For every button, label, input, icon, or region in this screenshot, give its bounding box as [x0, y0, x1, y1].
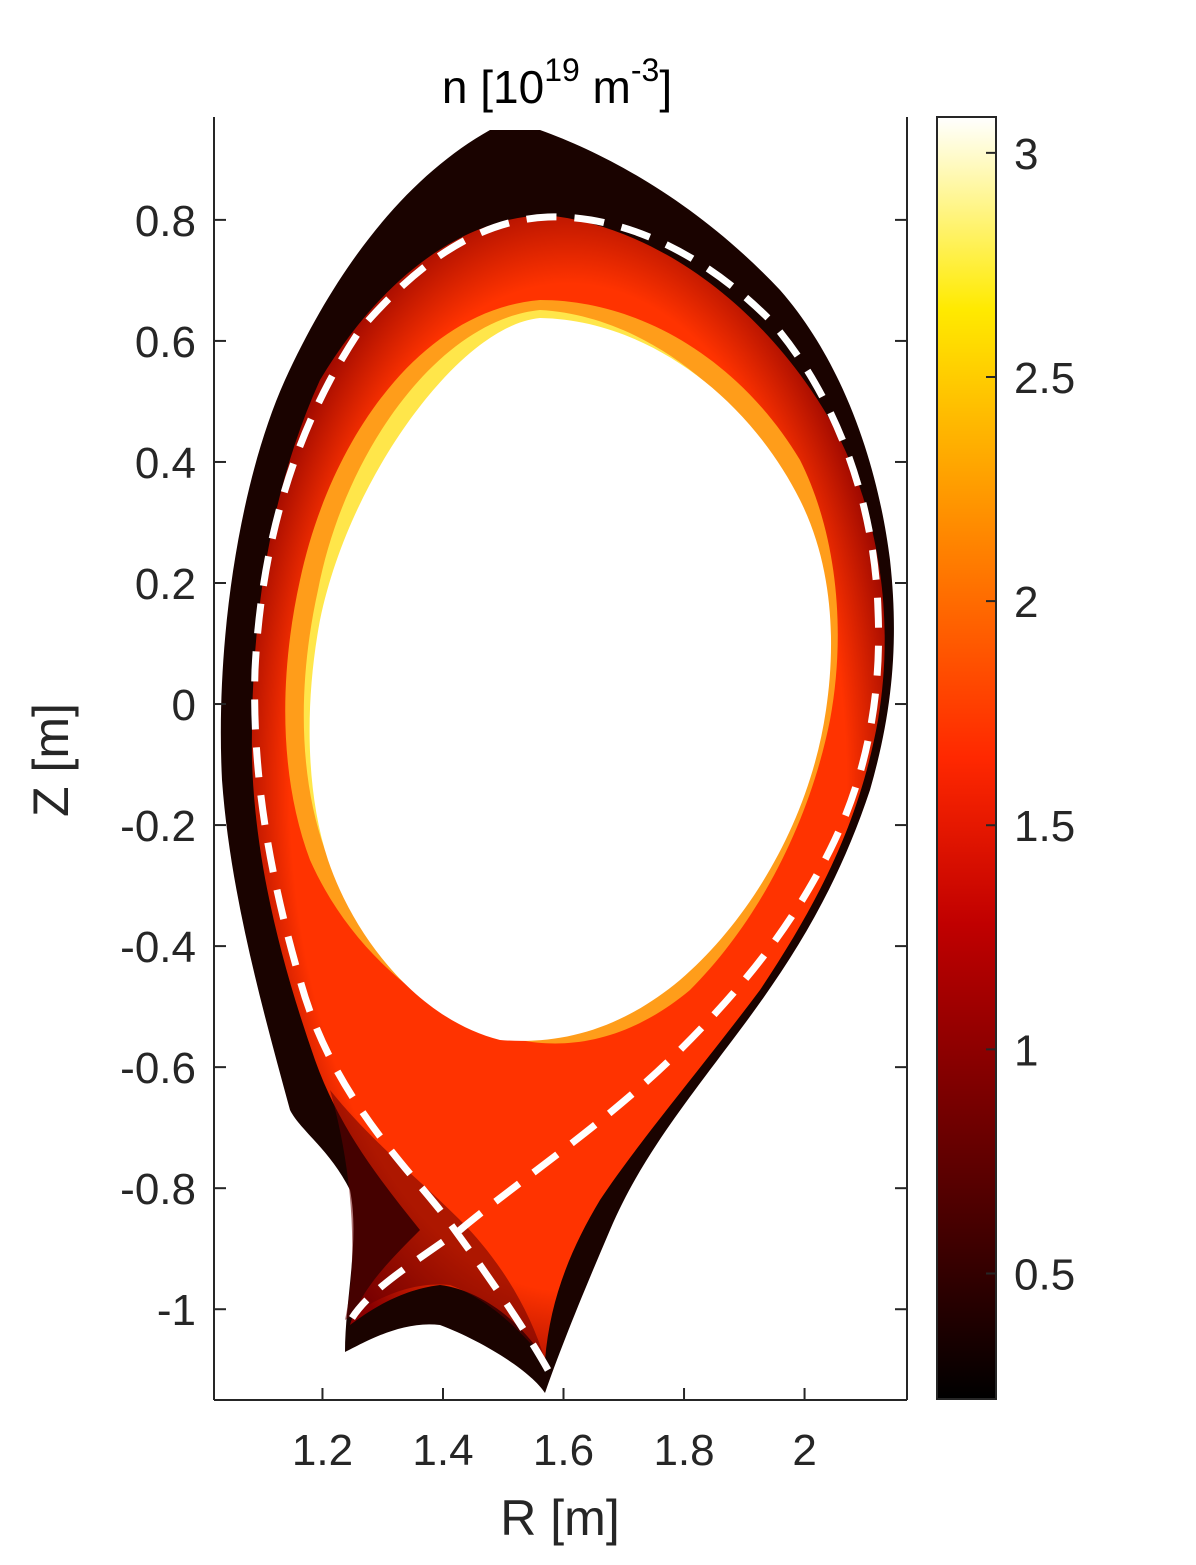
x-axis-ticks: 1.2 1.4 1.6 1.8 2 [292, 1388, 817, 1475]
y-tick-label: -0.4 [120, 923, 196, 972]
colorbar-tick-label: 3 [1014, 130, 1038, 179]
colorbar-tick-label: 1.5 [1014, 802, 1075, 851]
colorbar-tick-label: 0.5 [1014, 1250, 1075, 1299]
x-tick-label: 1.6 [533, 1426, 594, 1475]
colorbar-tick-label: 2 [1014, 578, 1038, 627]
axes-frame [213, 117, 908, 1401]
core-region [309, 318, 832, 1041]
separatrix-line [251, 213, 883, 1372]
y-tick-label: -0.6 [120, 1044, 196, 1093]
colorbar-ticks: 0.5 1 1.5 2 2.5 3 [986, 130, 1075, 1299]
y-axis-label: Z [m] [23, 703, 79, 817]
y-tick-label: 0.8 [135, 197, 196, 246]
y-tick-label: 0.4 [135, 439, 196, 488]
dark-streak-region [330, 1090, 545, 1360]
y-axis-ticks: 0.8 0.6 0.4 0.2 0 -0.2 -0.4 -0.6 -0.8 -1 [120, 197, 907, 1335]
colorbar-tick-label: 2.5 [1014, 354, 1075, 403]
x-axis-label: R [m] [500, 1490, 619, 1546]
y-tick-label: 0.2 [135, 560, 196, 609]
plot-area [220, 130, 894, 1393]
colorbar-tick-label: 1 [1014, 1026, 1038, 1075]
y-tick-label: -1 [157, 1286, 196, 1335]
chart-title: n [1019 m-3] [442, 52, 672, 113]
y-tick-label: -0.8 [120, 1165, 196, 1214]
y-tick-label: 0.6 [135, 318, 196, 367]
x-tick-label: 1.8 [653, 1426, 714, 1475]
x-tick-label: 1.4 [412, 1426, 473, 1475]
x-tick-label: 1.2 [292, 1426, 353, 1475]
colorbar-gradient [937, 117, 996, 1399]
y-tick-label: 0 [172, 681, 196, 730]
y-tick-label: -0.2 [120, 802, 196, 851]
x-tick-label: 2 [792, 1426, 816, 1475]
colorbar: 0.5 1 1.5 2 2.5 3 [936, 116, 1075, 1400]
colorbar-frame [936, 116, 997, 1400]
